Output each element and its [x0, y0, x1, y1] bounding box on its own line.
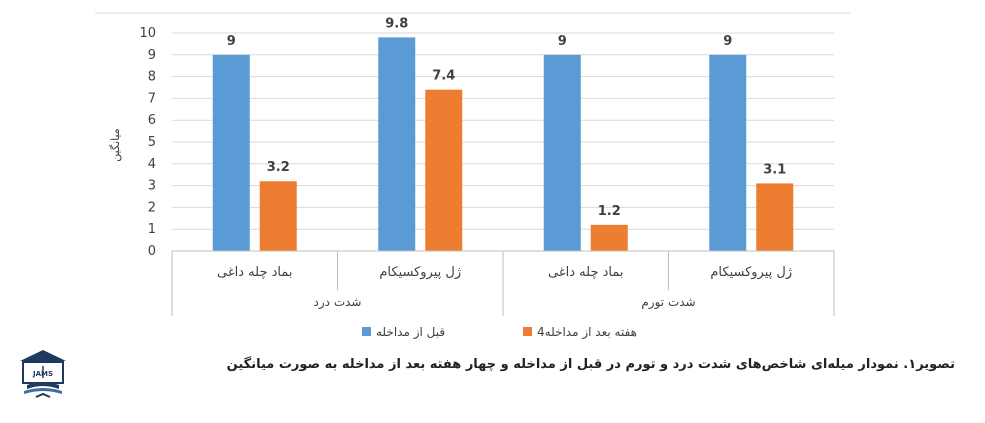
y-tick-label: 1	[148, 222, 156, 237]
data-label: 9	[723, 34, 732, 49]
data-label: 9	[558, 34, 567, 49]
legend-label: قبل از مداخله	[376, 325, 445, 340]
y-tick-label: 7	[148, 91, 156, 106]
bar	[543, 54, 581, 251]
category-label: ژل پیروکسیکام	[710, 265, 792, 280]
legend-swatch	[523, 327, 532, 336]
y-tick-label: 0	[148, 244, 156, 259]
data-label: 3.1	[763, 162, 786, 177]
bar	[378, 37, 416, 251]
data-label: 3.2	[267, 160, 290, 175]
bar	[590, 224, 628, 251]
category-label: ژل پیروکسیکام	[379, 265, 461, 280]
y-tick-label: 9	[148, 48, 156, 63]
y-tick-label: 6	[148, 113, 156, 128]
y-tick-label: 2	[148, 200, 156, 215]
bar	[425, 89, 463, 252]
y-tick-label: 5	[148, 135, 156, 150]
data-label: 1.2	[598, 204, 621, 219]
bar	[709, 54, 747, 251]
y-axis-ticks: 0 1 2 3 4 5 6 7 8 9 10	[139, 26, 156, 259]
data-label: 9	[227, 34, 236, 49]
journal-logo: JAMS	[20, 350, 66, 398]
category-label: بماد چله داغی	[217, 265, 293, 280]
book-pen-emblem-icon	[20, 350, 66, 398]
legend: قبل از مداخله 4هفته بعد از مداخله	[362, 325, 637, 340]
logo-text: JAMS	[32, 370, 53, 378]
bars	[212, 37, 794, 252]
y-axis-title: میانگین	[109, 128, 122, 162]
data-labels: 9 3.2 9.8 7.4 9 1.2 9 3.1	[227, 16, 787, 218]
legend-swatch	[362, 327, 371, 336]
y-tick-label: 3	[148, 179, 156, 194]
figure-caption: تصویر۱. نمودار میله‌ای شاخص‌های شدت درد …	[226, 357, 955, 372]
bar	[756, 183, 794, 251]
y-tick-label: 10	[139, 26, 156, 41]
legend-label: 4هفته بعد از مداخله	[537, 325, 637, 340]
y-tick-label: 8	[148, 70, 156, 85]
group-label: شدت تورم	[641, 295, 695, 310]
bar	[212, 54, 250, 251]
data-label: 9.8	[385, 16, 408, 31]
y-tick-label: 4	[148, 157, 156, 172]
data-label: 7.4	[432, 69, 455, 84]
group-label: شدت درد	[314, 295, 362, 310]
category-label: بماد چله داغی	[548, 265, 624, 280]
bar-chart: 0 1 2 3 4 5 6 7 8 9 10 9 3.2 9.8 7.4 9 1.2 9 3.1 بماد چله…	[95, 12, 850, 340]
bar	[259, 181, 297, 251]
x-axis: بماد چله داغی ژل پیروکسیکام شدت درد بماد چل…	[171, 250, 835, 316]
